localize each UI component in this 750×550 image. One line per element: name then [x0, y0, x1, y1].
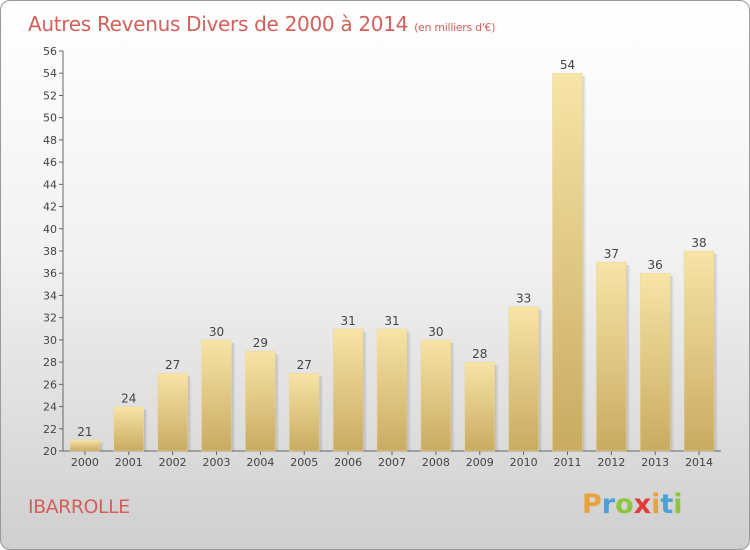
- y-axis: 20 22 24 26 28 30 32 34 36 38 40 42 44 46 48 50 52 54 56: [43, 45, 64, 458]
- x-tick-label: 2012: [597, 456, 625, 469]
- logo-letter: i: [651, 489, 661, 520]
- bar: [552, 72, 583, 452]
- chart-title: Autres Revenus Divers de 2000 à 2014 (en …: [28, 12, 496, 36]
- bar: [683, 250, 715, 452]
- y-tick-label: 30: [43, 334, 57, 347]
- logo-letter: o: [615, 489, 634, 520]
- y-tick-label: 50: [43, 112, 57, 125]
- x-tick-label: 2003: [203, 456, 231, 469]
- bar-value-label: 30: [209, 325, 224, 339]
- commune-name: IBARROLLE: [28, 496, 130, 518]
- x-tick-label: 2011: [553, 456, 581, 469]
- bar-value-label: 27: [165, 358, 180, 372]
- bar-value-label: 29: [253, 336, 268, 350]
- bar: [639, 272, 671, 452]
- bar-labels: 21 24 27 30 29 27 31 31 30 28 33 54 37 36 38: [77, 58, 706, 439]
- x-tick-label: 2008: [422, 456, 450, 469]
- y-tick-label: 42: [43, 201, 57, 214]
- bar-value-label: 24: [121, 392, 136, 406]
- x-tick-label: 2004: [246, 456, 274, 469]
- bar-value-label: 28: [472, 347, 487, 361]
- proxiti-logo: Proxiti: [582, 489, 683, 520]
- bar-value-label: 33: [516, 292, 531, 306]
- bar-shadow: [714, 254, 719, 451]
- bar: [420, 339, 452, 452]
- chart-title-text: Autres Revenus Divers de 2000 à 2014: [28, 12, 409, 36]
- bar-value-label: 30: [428, 325, 443, 339]
- bar-shadow: [143, 409, 148, 451]
- bar-shadow: [187, 376, 192, 451]
- y-tick-label: 44: [43, 178, 57, 191]
- bar: [113, 406, 145, 452]
- bar: [596, 261, 627, 452]
- bar: [508, 306, 539, 452]
- logo-letter: r: [601, 489, 616, 520]
- bar-shadow: [275, 354, 280, 451]
- bar: [201, 339, 232, 452]
- bar-shadow: [450, 342, 455, 451]
- x-tick-label: 2010: [510, 456, 538, 469]
- bar-value-label: 54: [560, 58, 575, 72]
- bar-shadow: [494, 365, 499, 451]
- y-tick-label: 54: [43, 67, 57, 80]
- logo-letter: P: [582, 489, 602, 520]
- x-axis: 2000 2001 2002 2003 2004 2005 2006 2007 2008 2009…: [63, 450, 721, 469]
- y-tick-label: 56: [43, 45, 57, 58]
- y-tick-label: 32: [43, 312, 57, 325]
- bar-value-label: 36: [648, 258, 663, 272]
- bar-value-label: 21: [77, 425, 92, 439]
- chart-unit: (en milliers d'€): [414, 21, 496, 34]
- y-tick-label: 38: [43, 245, 57, 258]
- y-tick-label: 22: [43, 423, 57, 436]
- x-tick-label: 2001: [115, 456, 143, 469]
- bar-value-label: 31: [384, 314, 399, 328]
- x-tick-label: 2000: [71, 456, 99, 469]
- y-tick-label: 28: [43, 356, 57, 369]
- y-tick-label: 34: [43, 289, 57, 302]
- bars: [69, 72, 719, 452]
- bar-shadow: [670, 276, 675, 451]
- x-tick-label: 2013: [641, 456, 669, 469]
- x-tick-label: 2005: [290, 456, 318, 469]
- bar: [376, 328, 408, 452]
- y-tick-label: 26: [43, 378, 57, 391]
- x-tick-label: 2007: [378, 456, 406, 469]
- y-tick-label: 36: [43, 267, 57, 280]
- bar-shadow: [319, 376, 324, 451]
- bar-shadow: [363, 331, 368, 451]
- bar-shadow: [407, 331, 411, 451]
- y-tick-label: 24: [43, 401, 57, 414]
- bar: [245, 350, 276, 452]
- y-tick-label: 48: [43, 134, 57, 147]
- y-tick-label: 40: [43, 223, 57, 236]
- bar-value-label: 27: [297, 358, 312, 372]
- bar: [69, 439, 101, 452]
- bar-shadow: [582, 76, 587, 451]
- bar: [157, 372, 188, 452]
- logo-letter: i: [673, 489, 683, 520]
- bar: [289, 372, 320, 452]
- bar-shadow: [538, 309, 543, 451]
- bar-shadow: [99, 442, 104, 451]
- bar-value-label: 31: [340, 314, 355, 328]
- x-tick-label: 2006: [334, 456, 362, 469]
- y-tick-label: 20: [43, 445, 57, 458]
- x-tick-label: 2002: [159, 456, 187, 469]
- x-tick-label: 2014: [685, 456, 713, 469]
- logo-letter: x: [633, 489, 652, 520]
- bar-value-label: 37: [604, 247, 619, 261]
- bar-value-label: 38: [691, 236, 706, 250]
- bar: [464, 361, 495, 452]
- logo-letter: t: [660, 489, 674, 520]
- y-tick-label: 46: [43, 156, 57, 169]
- bar: [332, 328, 364, 452]
- bar-shadow: [626, 265, 631, 451]
- bar-shadow: [231, 342, 236, 451]
- y-tick-label: 52: [43, 89, 57, 102]
- x-tick-label: 2009: [466, 456, 494, 469]
